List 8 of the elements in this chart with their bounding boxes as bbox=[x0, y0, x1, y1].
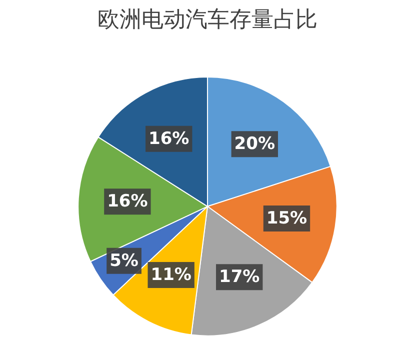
data-label: 15% bbox=[266, 208, 308, 228]
data-label: 16% bbox=[148, 128, 190, 149]
data-label: 11% bbox=[150, 265, 192, 286]
data-label: 5% bbox=[110, 250, 138, 271]
data-label: 16% bbox=[107, 192, 148, 212]
data-label: 20% bbox=[234, 134, 276, 154]
data-label: 17% bbox=[219, 267, 260, 288]
chart-title: 欧洲电动汽车存量占比 bbox=[98, 8, 318, 32]
